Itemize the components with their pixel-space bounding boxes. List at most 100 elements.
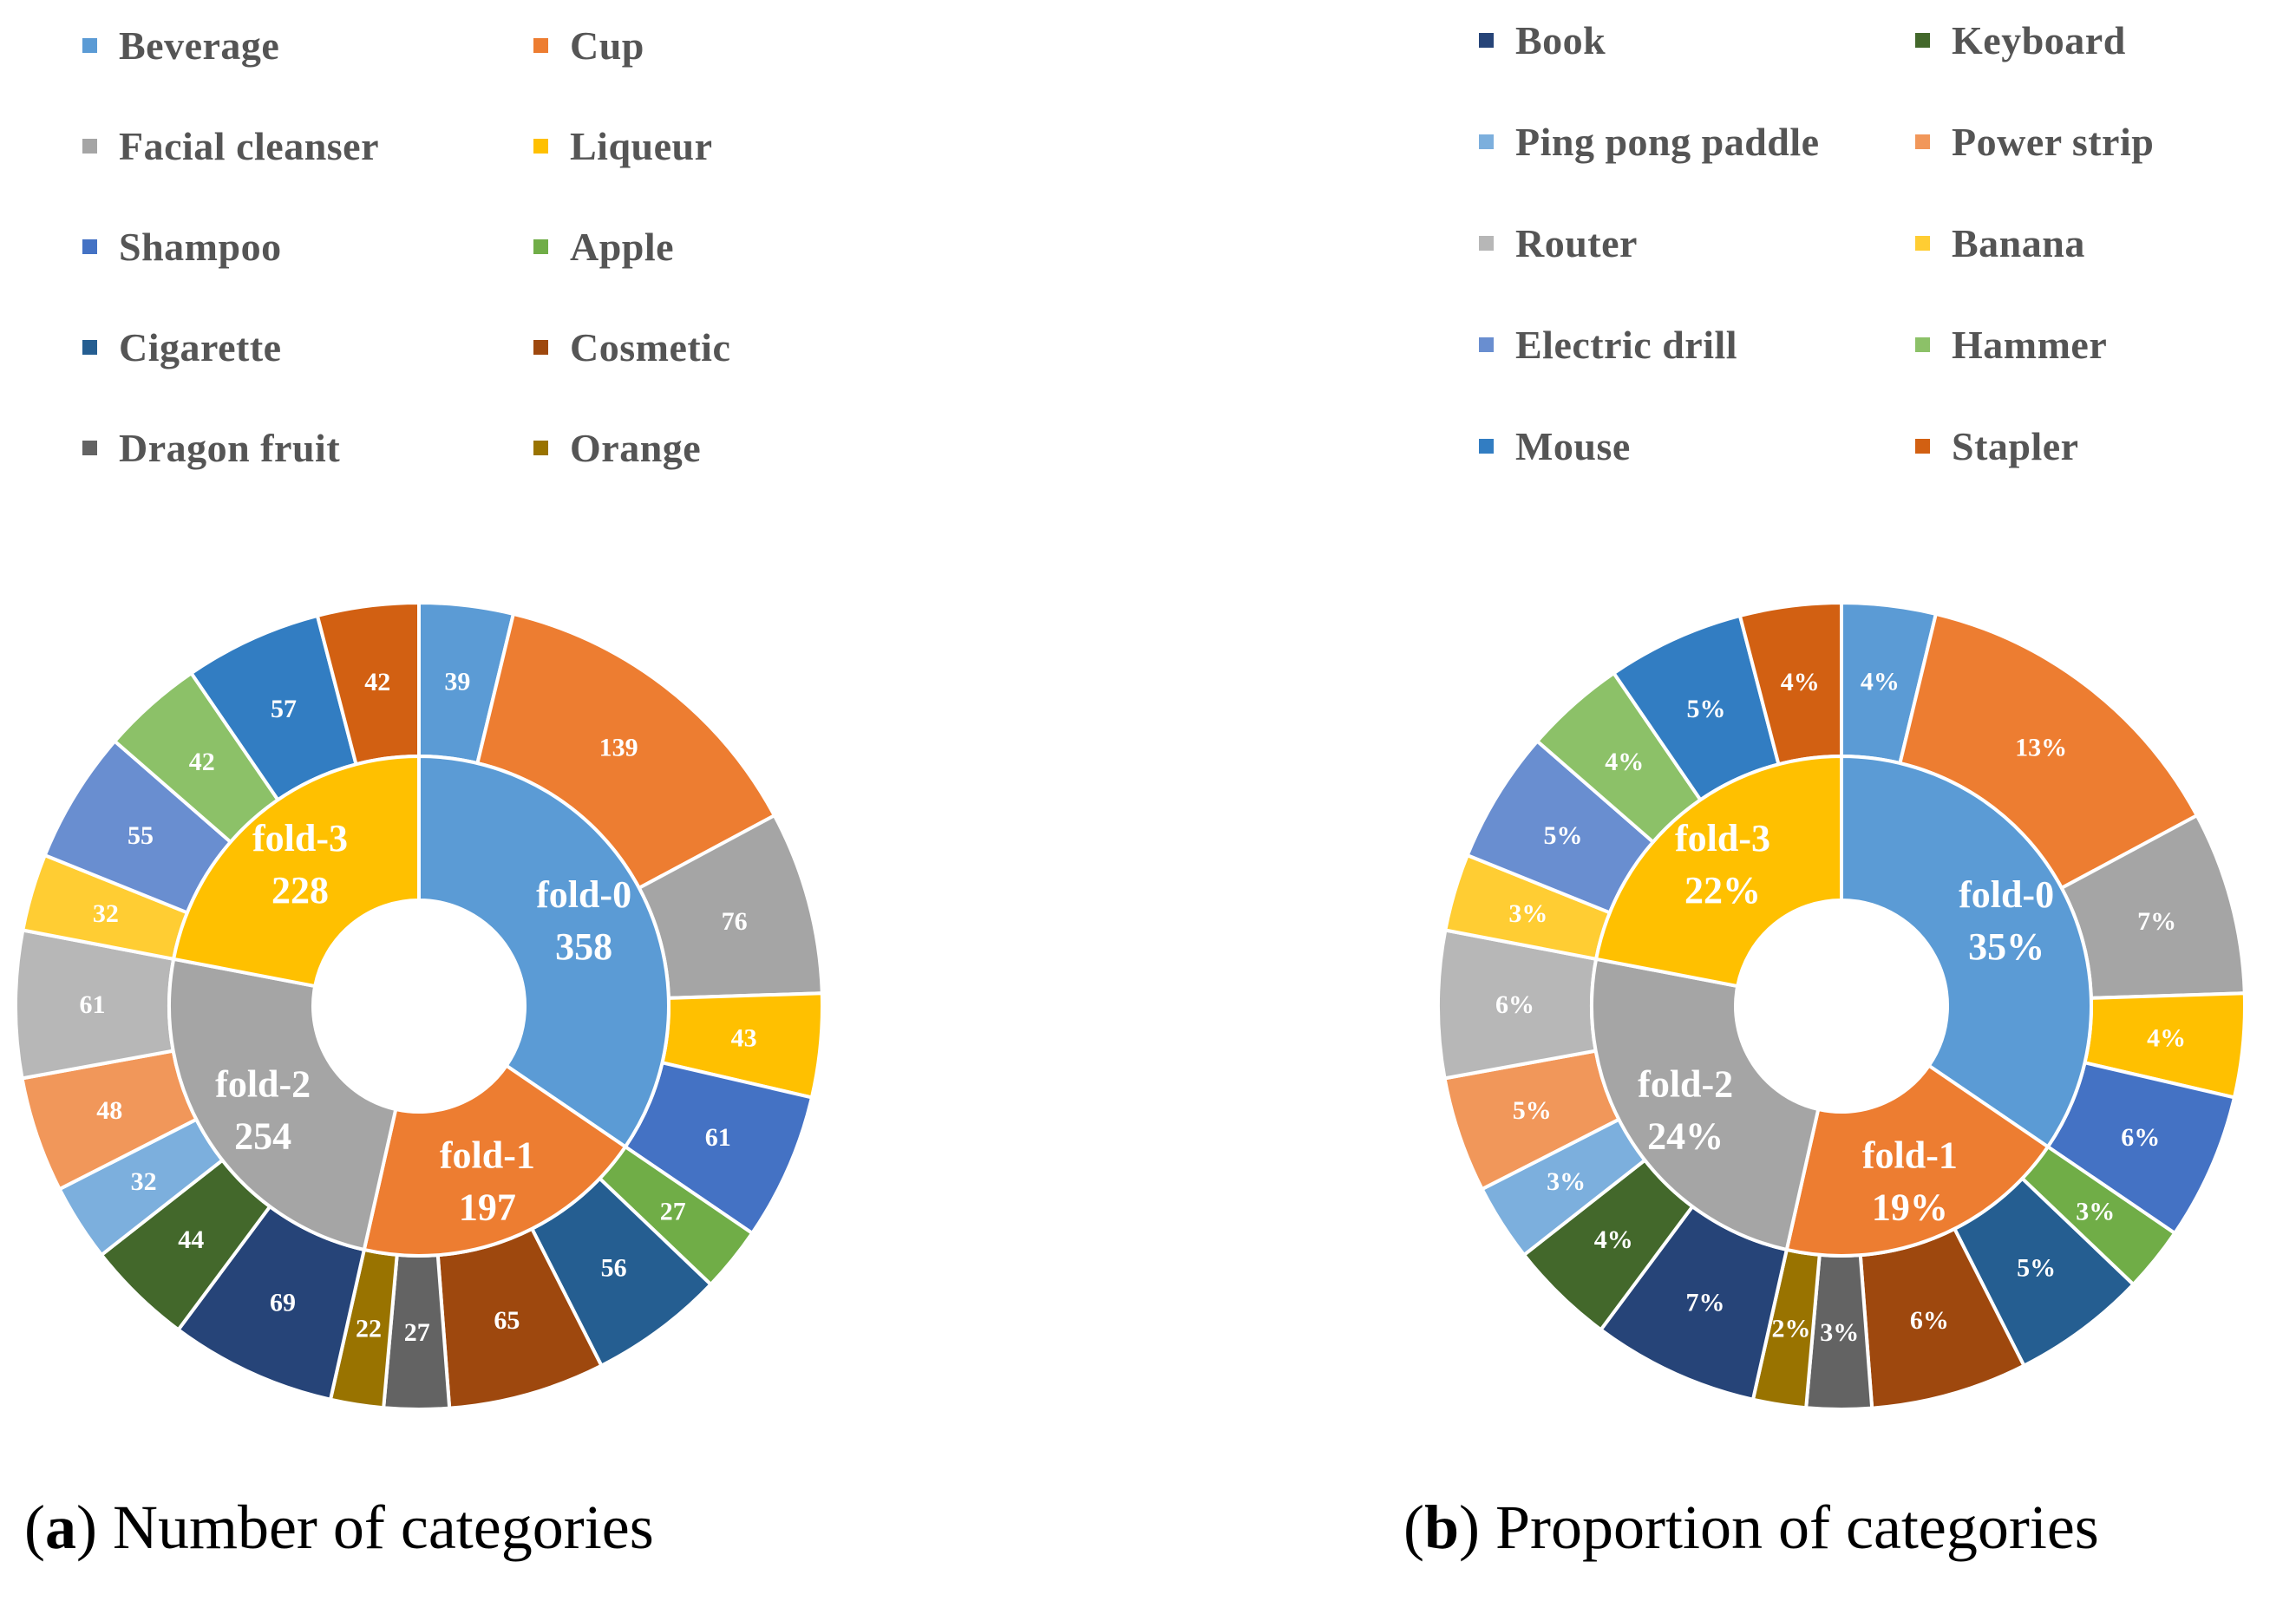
- legend-item-apple: Apple: [533, 220, 674, 272]
- legend-item-mouse: Mouse: [1479, 420, 1631, 472]
- legend-label: Beverage: [119, 23, 280, 68]
- inner-name-fold-2: fold-2: [215, 1062, 311, 1105]
- legend-label: Cup: [570, 23, 644, 68]
- legend-swatch-facial-cleanser: [82, 138, 97, 154]
- donut-chart-a: 39 139 76 43 61 27 56 65 27 22 69 44 32 48 61 32 55 42 57 4…: [14, 600, 824, 1411]
- legend-swatch-power-strip: [1915, 134, 1930, 149]
- outer-label-mouse: 57: [271, 695, 297, 723]
- outer-label-orange: 22: [356, 1315, 382, 1343]
- legend-label: Facial cleanser: [119, 123, 380, 168]
- outer-label-keyboard: 44: [178, 1225, 204, 1254]
- outer-label-book: 69: [270, 1289, 296, 1317]
- outer-label-dragon-fruit: 27: [404, 1318, 430, 1347]
- outer-label-cigarette: 56: [601, 1254, 627, 1283]
- outer-label-banana: 3%: [1508, 899, 1547, 928]
- caption-a: (a) Number of categories: [24, 1493, 654, 1562]
- inner-value-fold-3: 22%: [1684, 869, 1761, 912]
- outer-label-cigarette: 5%: [2017, 1254, 2056, 1283]
- caption-b-letter: b: [1423, 1493, 1460, 1562]
- legend-label: Apple: [570, 224, 675, 269]
- outer-label-shampoo: 61: [705, 1123, 731, 1152]
- legend-item-book: Book: [1479, 14, 1606, 66]
- inner-slice-fold-0: [417, 754, 670, 1150]
- inner-value-fold-1: 19%: [1872, 1186, 1948, 1229]
- legend-swatch-orange: [533, 440, 548, 455]
- inner-slice-fold-3: [1593, 754, 1843, 989]
- caption-a-letter: a: [44, 1493, 76, 1562]
- outer-label-power-strip: 5%: [1513, 1096, 1552, 1125]
- inner-name-fold-3: fold-3: [1675, 817, 1770, 859]
- outer-label-router: 6%: [1495, 990, 1534, 1019]
- outer-label-facial-cleanser: 7%: [2137, 907, 2176, 936]
- legend-swatch-stapler: [1915, 438, 1930, 454]
- legend-item-cup: Cup: [533, 19, 644, 71]
- legend-swatch-ping-pong-paddle: [1479, 134, 1494, 149]
- outer-label-book: 7%: [1685, 1289, 1724, 1317]
- outer-label-liqueur: 43: [731, 1024, 757, 1053]
- inner-slice-fold-2: [1590, 957, 1821, 1252]
- outer-label-mouse: 5%: [1687, 695, 1726, 723]
- legend-item-shampoo: Shampoo: [82, 220, 282, 272]
- legend-label: Cigarette: [119, 324, 282, 369]
- legend-item-cigarette: Cigarette: [82, 321, 282, 373]
- outer-label-stapler: 42: [364, 668, 390, 696]
- outer-label-keyboard: 4%: [1594, 1225, 1633, 1254]
- outer-label-router: 61: [80, 990, 106, 1019]
- legend-item-ping-pong-paddle: Ping pong paddle: [1479, 115, 1820, 167]
- inner-name-fold-2: fold-2: [1638, 1062, 1733, 1105]
- caption-a-text: Number of categories: [96, 1493, 654, 1562]
- legend-item-keyboard: Keyboard: [1915, 14, 2126, 66]
- legend-label: Book: [1515, 17, 1606, 62]
- outer-label-cosmetic: 6%: [1910, 1306, 1949, 1335]
- outer-label-ping-pong-paddle: 3%: [1547, 1167, 1586, 1196]
- legend-label: Router: [1515, 220, 1638, 265]
- legend-item-stapler: Stapler: [1915, 420, 2079, 472]
- outer-label-hammer: 42: [189, 748, 215, 776]
- legend-item-orange: Orange: [533, 421, 701, 474]
- outer-label-stapler: 4%: [1781, 668, 1820, 696]
- legend-item-power-strip: Power strip: [1915, 115, 2154, 167]
- inner-name-fold-0: fold-0: [1959, 873, 2054, 916]
- inner-value-fold-2: 254: [234, 1114, 291, 1157]
- outer-label-cup: 139: [599, 733, 638, 761]
- legend-label: Orange: [570, 425, 702, 470]
- inner-slice-fold-0: [1840, 754, 2093, 1150]
- donut-chart-b: 4% 13% 7% 4% 6% 3% 5% 6% 3% 2% 7% 4% 3% 5% 6% 3% 5% 4% 5% 4…: [1436, 600, 2247, 1411]
- legend-label: Liqueur: [570, 123, 713, 168]
- legend-label: Banana: [1952, 220, 2085, 265]
- inner-slice-fold-1: [1784, 1062, 2051, 1258]
- outer-label-cup: 13%: [2015, 733, 2067, 761]
- legend-swatch-router: [1479, 235, 1494, 251]
- outer-label-shampoo: 6%: [2121, 1123, 2160, 1152]
- inner-name-fold-0: fold-0: [536, 873, 631, 916]
- legend-label: Cosmetic: [570, 324, 731, 369]
- outer-label-hammer: 4%: [1605, 748, 1644, 776]
- outer-label-facial-cleanser: 76: [722, 907, 748, 936]
- caption-b: (b) Proportion of categories: [1403, 1493, 2099, 1562]
- outer-label-beverage: 4%: [1861, 668, 1900, 696]
- outer-label-apple: 27: [660, 1197, 686, 1225]
- inner-value-fold-3: 228: [271, 869, 329, 912]
- legend-label: Ping pong paddle: [1515, 119, 1820, 164]
- legend-label: Power strip: [1952, 119, 2155, 164]
- legend-swatch-cosmetic: [533, 339, 548, 355]
- legend-item-liqueur: Liqueur: [533, 120, 713, 172]
- legend-label: Shampoo: [119, 224, 282, 269]
- inner-name-fold-3: fold-3: [252, 817, 348, 859]
- outer-label-beverage: 39: [444, 668, 470, 696]
- outer-label-power-strip: 48: [96, 1096, 122, 1125]
- legend-swatch-cup: [533, 37, 548, 53]
- legend-label: Keyboard: [1952, 17, 2126, 62]
- legend-item-hammer: Hammer: [1915, 318, 2107, 370]
- legend-swatch-liqueur: [533, 138, 548, 154]
- outer-label-cosmetic: 65: [494, 1306, 520, 1335]
- legend-item-banana: Banana: [1915, 217, 2085, 269]
- legend-item-router: Router: [1479, 217, 1638, 269]
- legend-item-beverage: Beverage: [82, 19, 279, 71]
- legend-swatch-banana: [1915, 235, 1930, 251]
- legend-label: Dragon fruit: [119, 425, 341, 470]
- legend-swatch-keyboard: [1915, 32, 1930, 48]
- inner-value-fold-2: 24%: [1647, 1114, 1724, 1157]
- legend-swatch-beverage: [82, 37, 97, 53]
- outer-label-orange: 2%: [1772, 1315, 1811, 1343]
